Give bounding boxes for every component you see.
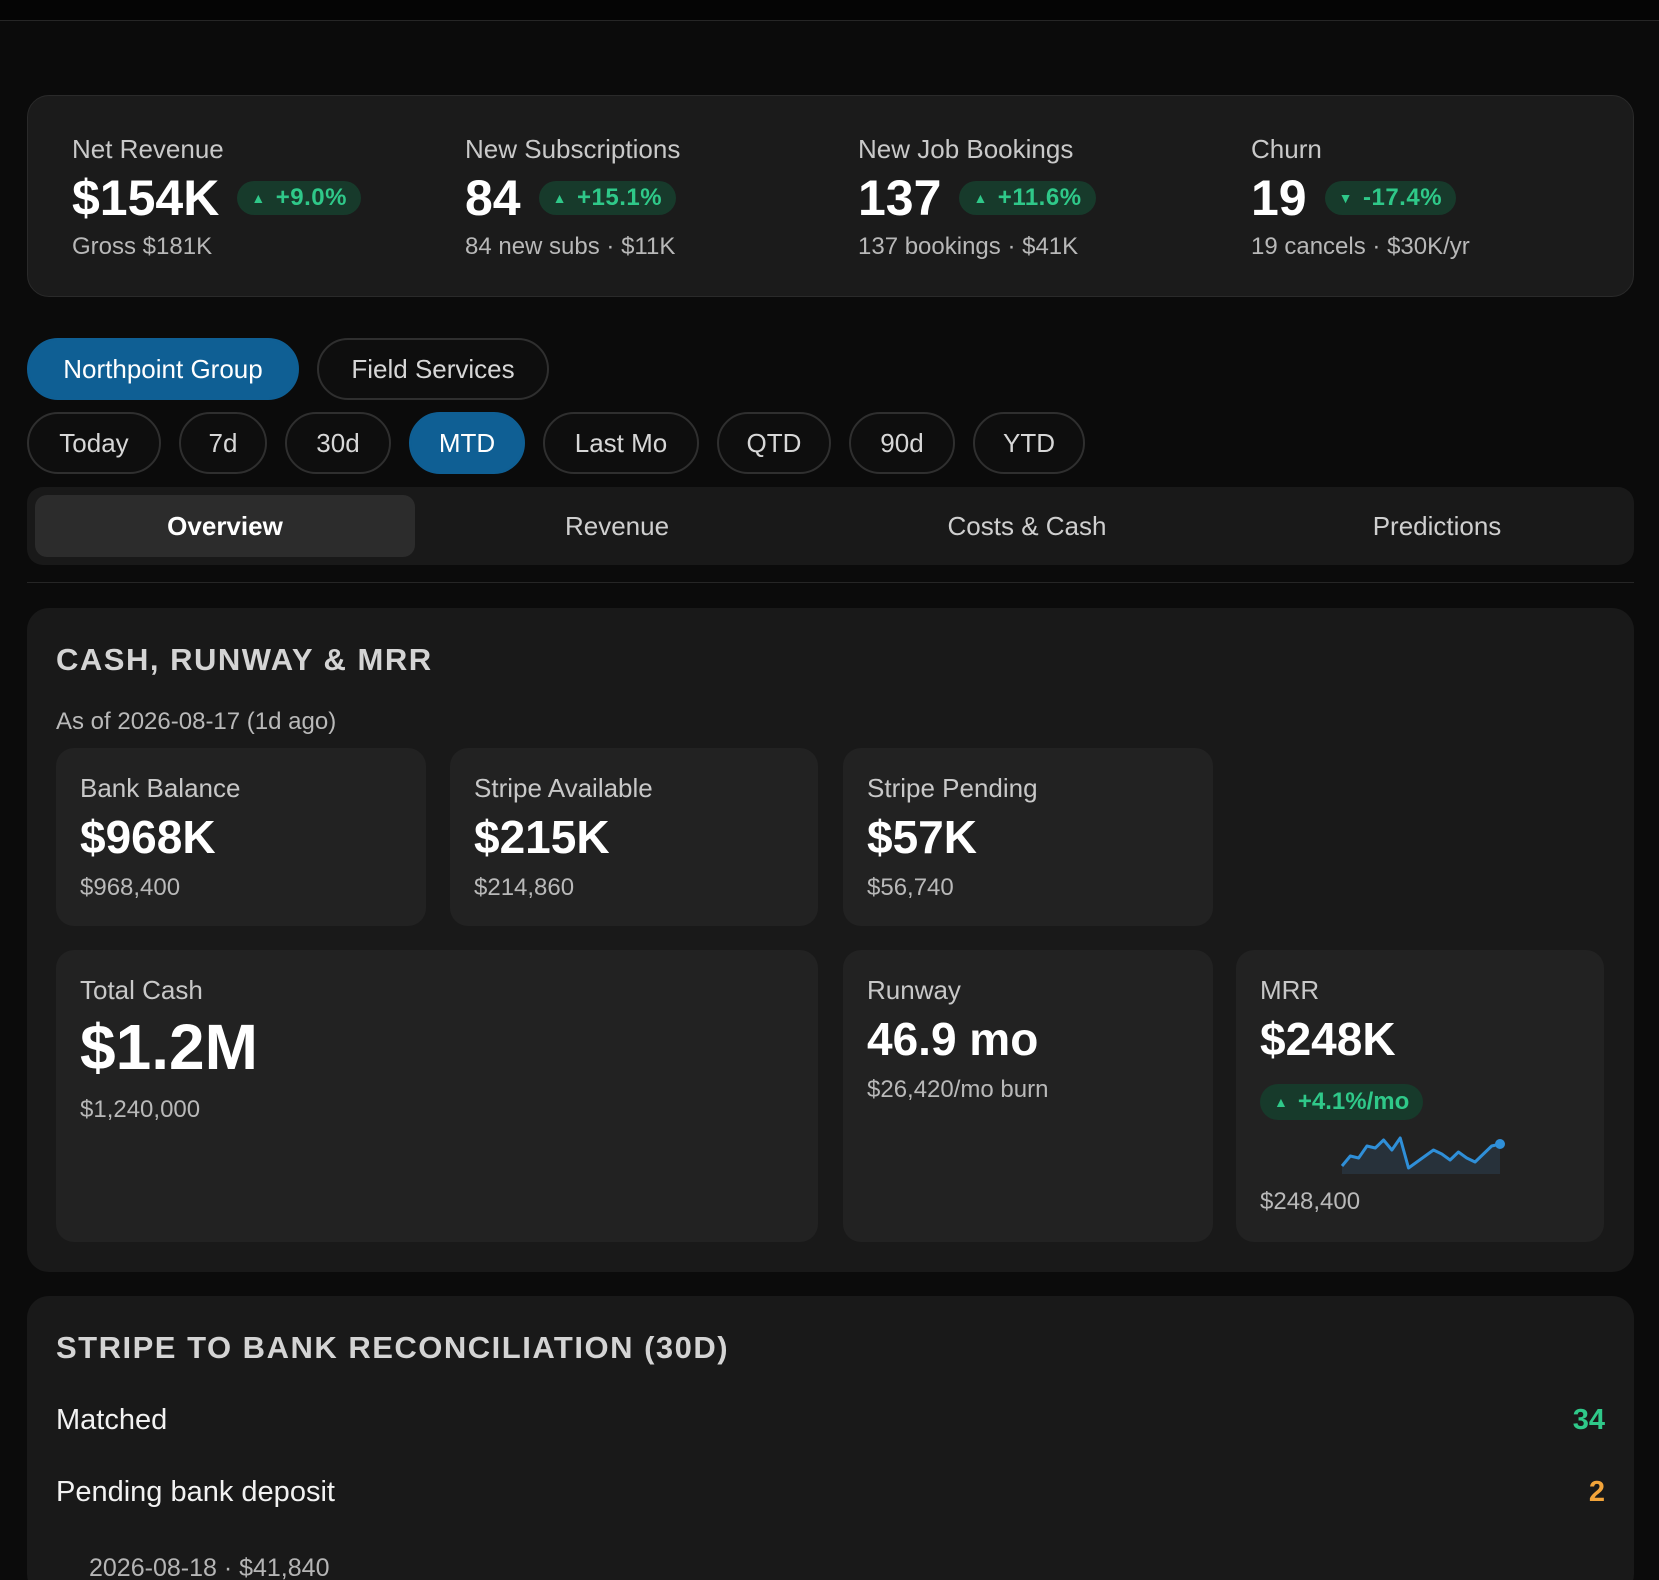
card-subtext: $968,400 [80,874,181,901]
card-label: Bank Balance [80,773,241,803]
kpi-churn: Churn 19 ▼ -17.4% 19 cancels · $30K/yr [1251,134,1470,261]
delta-badge: ▲ +4.1%/mo [1260,1084,1424,1120]
arrow-up-icon: ▲ [552,190,567,206]
card-label: Stripe Available [474,773,653,803]
kpi-subtext: 84 new subs · $11K [465,233,676,260]
kpi-net-revenue: Net Revenue $154K ▲ +9.0% Gross $181K [72,134,361,261]
panel-title: STRIPE TO BANK RECONCILIATION (30D) [56,1330,730,1365]
recon-detail: 2026-08-18 · $41,840 [89,1554,330,1580]
delta-badge: ▲ +9.0% [237,181,361,215]
kpi-label: New Subscriptions [465,134,681,164]
period-filter-last-mo[interactable]: Last Mo [543,412,699,474]
total-cash-card: Total Cash $1.2M $1,240,000 [56,950,818,1242]
card-subtext: $56,740 [867,874,954,901]
sparkline-area [1342,1138,1500,1174]
card-value: $1.2M [80,1011,258,1083]
kpi-label: Net Revenue [72,134,224,164]
mrr-sparkline [1340,1136,1505,1174]
card-value: $968K [80,811,216,863]
card-value: $215K [474,811,610,863]
card-value: $248K [1260,1013,1396,1065]
kpi-subtext: 19 cancels · $30K/yr [1251,233,1470,260]
arrow-up-icon: ▲ [973,190,988,206]
stripe-pending-card: Stripe Pending $57K $56,740 [843,748,1213,926]
sparkline-line [1340,1136,1501,1170]
as-of-date: As of 2026-08-17 (1d ago) [56,708,337,735]
sparkline-end-point [1495,1139,1505,1149]
panel-title: CASH, RUNWAY & MRR [56,642,433,677]
period-filter-90d[interactable]: 90d [849,412,955,474]
tab-bar: Overview Revenue Costs & Cash Prediction… [27,487,1634,565]
kpi-value: $154K [72,170,220,226]
card-subtext: $214,860 [474,874,575,901]
card-label: Runway [867,975,961,1005]
kpi-value: 84 [465,170,521,226]
org-filter-northpoint-group[interactable]: Northpoint Group [27,338,299,400]
mrr-card: MRR $248K ▲ +4.1%/mo $248,400 [1236,950,1604,1242]
bank-balance-card: Bank Balance $968K $968,400 [56,748,426,926]
kpi-new-subscriptions: New Subscriptions 84 ▲ +15.1% 84 new subs… [465,134,680,261]
tab-revenue[interactable]: Revenue [564,510,670,541]
kpi-value: 19 [1251,170,1307,226]
stripe-available-card: Stripe Available $215K $214,860 [450,748,818,926]
kpi-value: 137 [858,170,942,226]
tab-predictions[interactable]: Predictions [1372,510,1502,541]
card-value: $57K [867,811,977,863]
org-filter-field-services[interactable]: Field Services [317,338,549,400]
top-bar [0,0,1659,21]
arrow-up-icon: ▲ [251,190,266,206]
period-filter-today[interactable]: Today [27,412,161,474]
recon-count: 2 [1588,1476,1605,1508]
kpi-label: New Job Bookings [858,134,1074,164]
delta-badge: ▲ +11.6% [959,181,1096,215]
card-value: 46.9 mo [867,1013,1039,1065]
recon-count: 34 [1572,1404,1605,1436]
arrow-down-icon: ▼ [1338,190,1353,206]
card-subtext: $1,240,000 [80,1096,201,1123]
recon-label: Matched [56,1404,168,1436]
card-subtext: $26,420/mo burn [867,1076,1049,1103]
runway-card: Runway 46.9 mo $26,420/mo burn [843,950,1213,1242]
kpi-subtext: Gross $181K [72,233,213,260]
kpi-subtext: 137 bookings · $41K [858,233,1079,260]
kpi-label: Churn [1251,134,1322,164]
period-filter-ytd[interactable]: YTD [973,412,1085,474]
recon-row-matched: Matched 34 [56,1404,1605,1437]
period-filter-qtd[interactable]: QTD [717,412,831,474]
kpi-new-job-bookings: New Job Bookings 137 ▲ +11.6% 137 booking… [858,134,1096,261]
card-label: Stripe Pending [867,773,1038,803]
recon-label: Pending bank deposit [56,1476,335,1508]
kpi-strip: Net Revenue $154K ▲ +9.0% Gross $181K New… [27,95,1634,297]
period-filter-7d[interactable]: 7d [179,412,267,474]
divider [27,582,1634,583]
tab-costs-cash[interactable]: Costs & Cash [947,510,1107,541]
tab-overview[interactable]: Overview [35,495,415,557]
arrow-up-icon: ▲ [1274,1094,1288,1110]
card-label: MRR [1260,975,1320,1005]
stripe-bank-reconciliation-panel: STRIPE TO BANK RECONCILIATION (30D) Matc… [27,1296,1634,1580]
card-subtext: $248,400 [1260,1188,1361,1215]
delta-badge: ▲ +15.1% [538,181,677,215]
delta-badge: ▼ -17.4% [1324,181,1457,215]
period-filter-mtd[interactable]: MTD [409,412,525,474]
cash-runway-mrr-panel: CASH, RUNWAY & MRR As of 2026-08-17 (1d … [27,608,1634,1272]
recon-row-pending-bank-deposit: Pending bank deposit 2 [56,1476,1605,1509]
card-label: Total Cash [80,975,203,1005]
period-filter-30d[interactable]: 30d [285,412,391,474]
